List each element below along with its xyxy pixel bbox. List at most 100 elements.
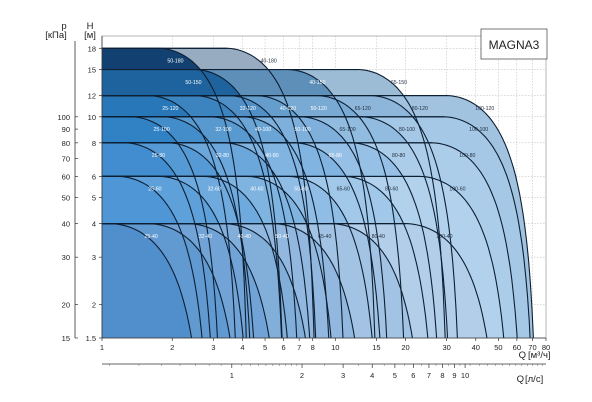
curve-50-100 xyxy=(102,116,330,338)
curve-65-40 xyxy=(102,223,356,338)
curve-50-40 xyxy=(102,223,306,338)
q-m3h-tick-label: 5 xyxy=(263,343,267,352)
h-tick-label: 4 xyxy=(92,220,96,229)
model-label: 40-40 xyxy=(238,234,251,240)
model-label: 32-80 xyxy=(216,153,229,159)
curve-100-100 xyxy=(102,116,531,338)
p-tick-label: 60 xyxy=(62,172,70,181)
curve-80-40 xyxy=(102,223,413,338)
model-label: 25-100 xyxy=(154,127,170,133)
q-m3h-tick-label: 70 xyxy=(528,343,536,352)
curve-40-40 xyxy=(102,223,270,338)
q-m3h-tick-label: 80 xyxy=(542,343,550,352)
h-axis-unit: [м] xyxy=(84,30,96,41)
q-m3h-tick-label: 6 xyxy=(281,343,285,352)
curve-40-150 xyxy=(102,68,376,338)
curve-100-60 xyxy=(102,175,505,338)
model-label: 32-60 xyxy=(208,187,221,193)
curve-100-120 xyxy=(102,95,534,338)
curve-65-120 xyxy=(102,95,405,338)
curve-65-150 xyxy=(102,68,446,338)
curve-65-100 xyxy=(102,116,388,338)
title-box: MAGNA3 xyxy=(480,28,548,60)
curve-100-40 xyxy=(102,223,488,338)
h-tick-label: 1.5 xyxy=(86,334,96,343)
model-label: 65-80 xyxy=(329,153,342,159)
q-m3h-axis-label: Q xyxy=(519,350,526,361)
q-ls-tick-label: 8 xyxy=(440,371,444,380)
q-m3h-tick-label: 8 xyxy=(311,343,315,352)
curve-25-120 xyxy=(102,95,236,338)
h-axis-label: H xyxy=(87,21,94,32)
model-label: 50-120 xyxy=(311,106,327,112)
curve-50-150 xyxy=(102,68,283,338)
model-label: 40-100 xyxy=(255,127,271,133)
h-tick-label: 10 xyxy=(88,113,96,122)
curve-25-60 xyxy=(102,175,203,338)
model-label: 40-120 xyxy=(280,106,296,112)
h-tick-label: 5 xyxy=(92,194,96,203)
curve-40-80 xyxy=(102,142,311,338)
model-label: 80-40 xyxy=(372,234,385,240)
p-tick-label: 90 xyxy=(62,125,70,134)
curve-32-60 xyxy=(102,175,244,338)
h-tick-label: 3 xyxy=(92,253,96,262)
model-label: 100-40 xyxy=(436,234,452,240)
curve-50-60 xyxy=(102,175,332,338)
h-tick-label: 8 xyxy=(92,139,96,148)
p-tick-label: 40 xyxy=(62,220,70,229)
q-m3h-tick-label: 20 xyxy=(401,343,409,352)
model-label: 80-120 xyxy=(412,106,428,112)
model-label: 100-80 xyxy=(459,153,475,159)
curve-areas xyxy=(102,48,534,338)
p-tick-label: 80 xyxy=(62,139,70,148)
curve-65-60 xyxy=(102,175,373,338)
p-tick-label: 70 xyxy=(62,154,70,163)
model-label: 50-100 xyxy=(295,127,311,133)
model-label: 25-40 xyxy=(144,234,157,240)
pump-curves xyxy=(102,47,534,338)
model-label: 25-80 xyxy=(152,153,165,159)
q-m3h-tick-label: 2 xyxy=(170,343,174,352)
model-label: 40-80 xyxy=(265,153,278,159)
model-labels: 40-180 50-180 65-150 40-150 50-150 100-120 80-… xyxy=(144,59,494,240)
area-25-40 xyxy=(102,223,192,338)
h-tick-label: 15 xyxy=(88,66,96,75)
curve-40-100 xyxy=(102,116,298,338)
model-label: 50-60 xyxy=(294,187,307,193)
p-tick-label: 15 xyxy=(62,334,70,343)
q-ls-axis-label: Q xyxy=(517,374,524,385)
curve-40-180 xyxy=(102,47,315,338)
p-axis-label: p xyxy=(61,21,66,32)
q-ls-axis-unit: [л/с] xyxy=(525,374,543,385)
q-m3h-tick-label: 7 xyxy=(297,343,301,352)
q-ls-tick-label: 6 xyxy=(411,371,415,380)
model-label: 80-60 xyxy=(385,187,398,193)
q-m3h-tick-label: 30 xyxy=(442,343,450,352)
p-tick-label: 100 xyxy=(57,113,70,122)
q-m3h-tick-label: 4 xyxy=(240,343,244,352)
h-tick-label: 18 xyxy=(88,44,96,53)
h-tick-label: 6 xyxy=(92,172,96,181)
q-m3h-tick-label: 1 xyxy=(100,343,104,352)
model-label: 65-120 xyxy=(355,106,371,112)
q-m3h-tick-label: 10 xyxy=(331,343,339,352)
model-label: 32-120 xyxy=(240,106,256,112)
model-label: 100-60 xyxy=(449,187,465,193)
curve-50-180 xyxy=(102,47,247,338)
q-ls-tick-label: 9 xyxy=(452,371,456,380)
model-label: 32-100 xyxy=(215,127,231,133)
curve-40-60 xyxy=(102,175,288,338)
h-tick-label: 12 xyxy=(88,92,96,101)
model-label: 65-40 xyxy=(318,234,331,240)
curve-25-40 xyxy=(102,223,193,338)
p-tick-label: 30 xyxy=(62,253,70,262)
q-m3h-axis-unit: [м³/ч] xyxy=(528,350,551,361)
model-label: 40-150 xyxy=(309,80,325,86)
model-label: 25-60 xyxy=(148,187,161,193)
model-label: 100-120 xyxy=(475,106,494,112)
model-label: 32-40 xyxy=(199,234,212,240)
